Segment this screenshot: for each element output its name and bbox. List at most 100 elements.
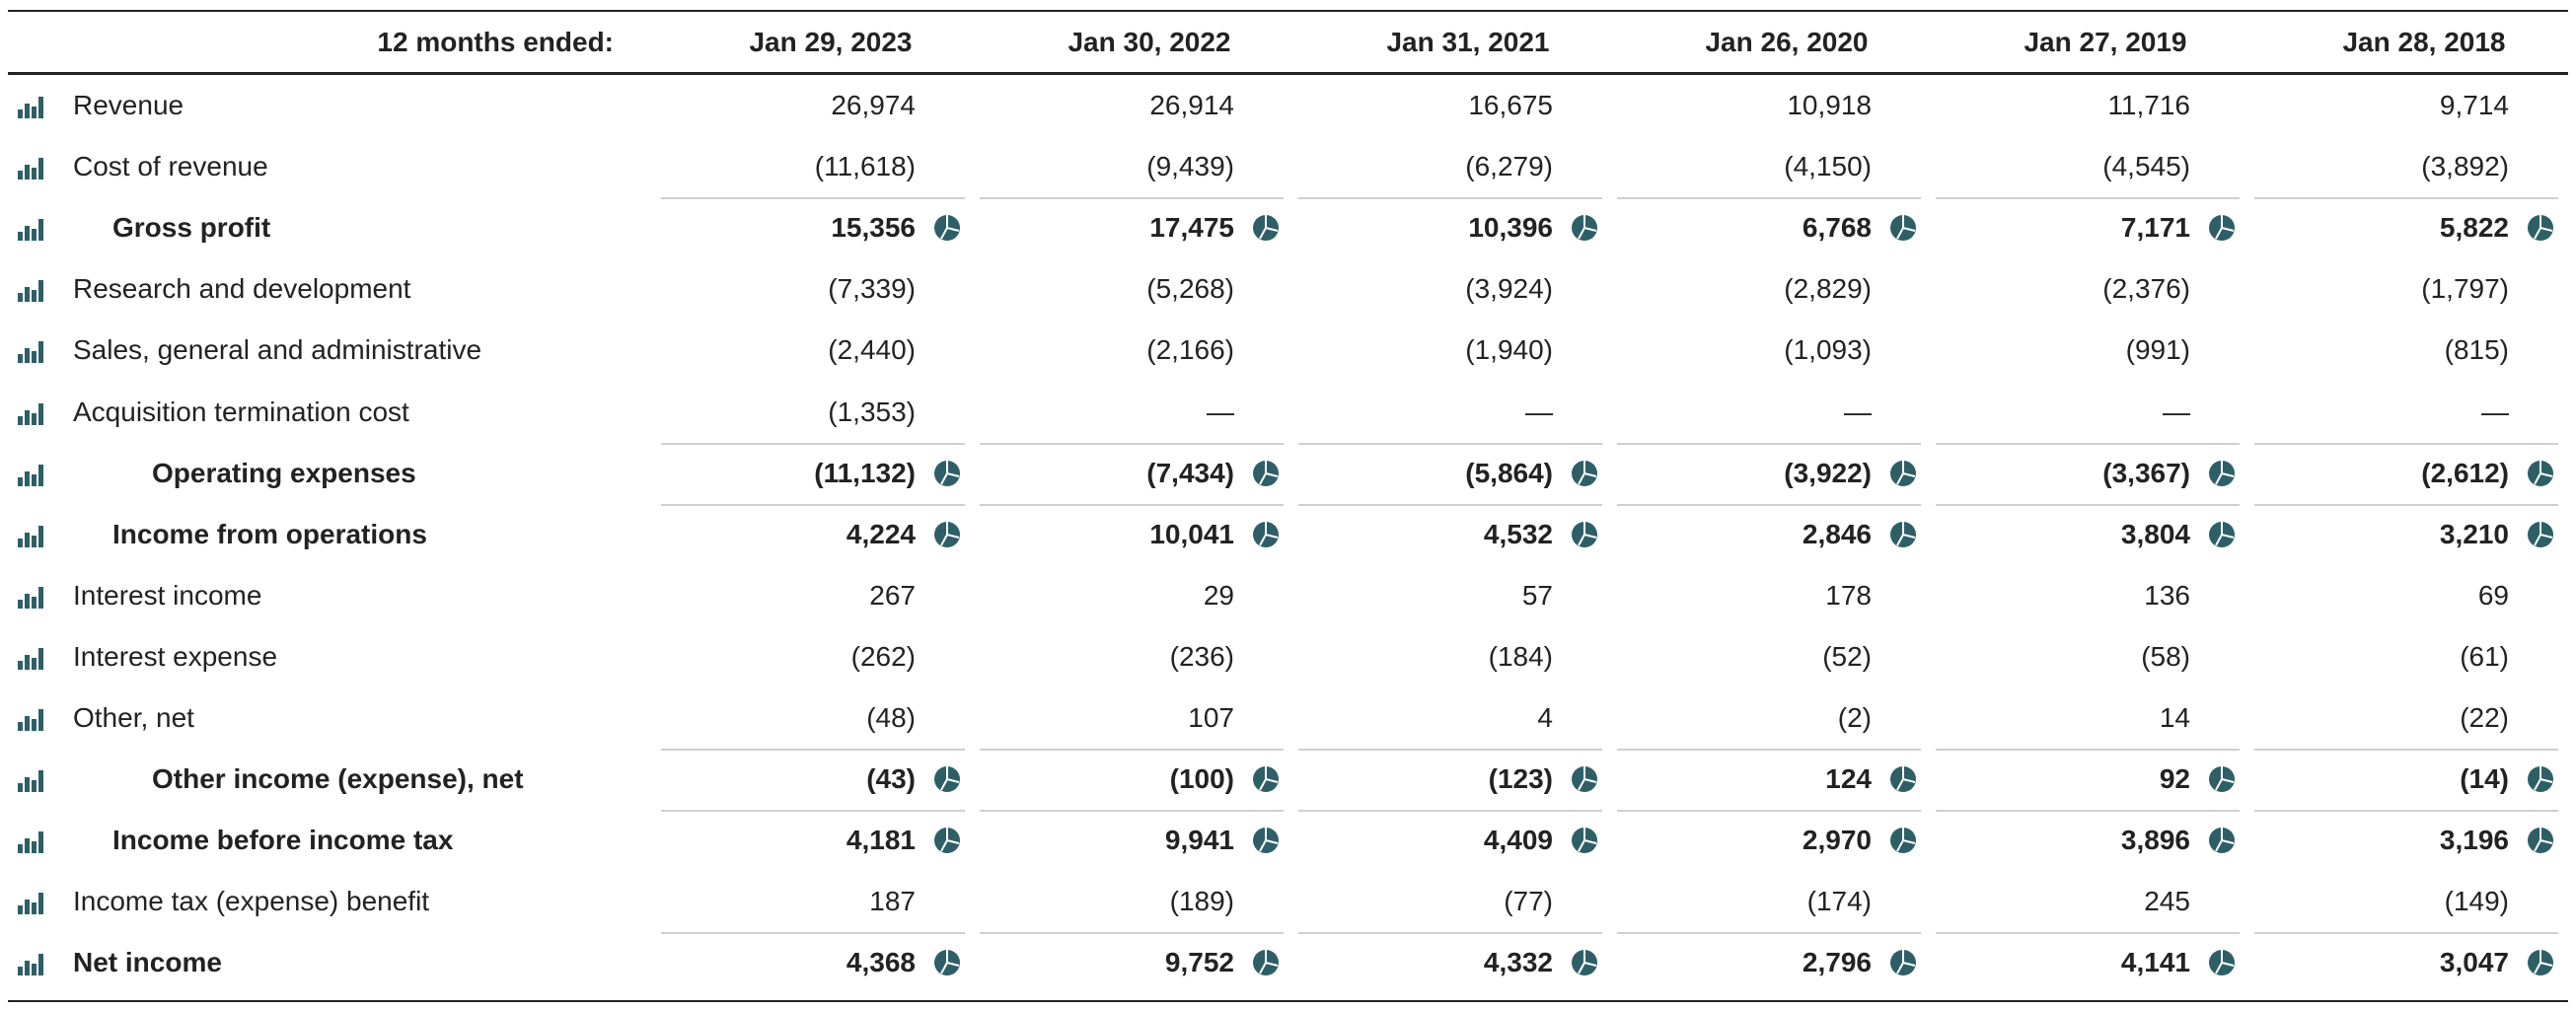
bar-chart-icon[interactable]: [16, 154, 43, 180]
period-label: 12 months ended:: [377, 27, 614, 57]
subtotal-separator: [1617, 810, 1921, 813]
pie-chart-icon[interactable]: [2208, 827, 2236, 854]
pie-chart-icon[interactable]: [1252, 460, 1280, 487]
bar-chart-icon[interactable]: [16, 461, 43, 486]
value-cell: 3,047: [2439, 947, 2509, 978]
pie-chart-icon[interactable]: [1571, 949, 1598, 976]
pie-chart-icon[interactable]: [933, 827, 961, 854]
bar-chart-icon[interactable]: [16, 889, 43, 915]
pie-chart-icon[interactable]: [933, 521, 961, 548]
pie-chart-icon[interactable]: [1252, 521, 1280, 548]
bar-chart-icon[interactable]: [16, 828, 43, 854]
table-row: Income before income tax 4,181 9,941 4,409 2…: [8, 810, 2568, 871]
value-cell: 10,396: [1468, 212, 1553, 244]
pie-chart-icon[interactable]: [1889, 214, 1917, 242]
bar-chart-icon[interactable]: [16, 705, 43, 731]
pie-chart-icon[interactable]: [933, 214, 961, 242]
column-header: Jan 30, 2022: [1067, 27, 1231, 57]
pie-chart-icon[interactable]: [2527, 765, 2554, 793]
value-cell: 4,409: [1483, 825, 1553, 856]
pie-chart-icon[interactable]: [933, 765, 961, 793]
value-cell: 267: [869, 579, 916, 611]
bar-chart-icon[interactable]: [16, 337, 43, 364]
bar-chart-icon[interactable]: [16, 950, 43, 976]
subtotal-separator: [980, 749, 1284, 752]
table-row: Interest income 267 29 57 178 136 69: [8, 565, 2568, 626]
table-row: Operating expenses (11,132) (7,434) (5,864)…: [8, 442, 2568, 504]
value-cell: (3,367): [2102, 457, 2190, 488]
pie-chart-icon[interactable]: [1889, 949, 1917, 976]
value-cell: 245: [2144, 886, 2190, 917]
value-cell: 124: [1825, 763, 1872, 795]
subtotal-separator: [2254, 810, 2558, 813]
value-cell: (43): [866, 763, 916, 795]
row-label: Interest expense: [73, 640, 278, 672]
pie-chart-icon[interactable]: [1571, 460, 1598, 487]
column-header: Jan 26, 2020: [1705, 27, 1869, 57]
value-cell: (149): [2444, 886, 2509, 917]
bar-chart-icon[interactable]: [16, 644, 43, 670]
row-label: Revenue: [73, 90, 184, 120]
value-cell: (100): [1169, 763, 1234, 795]
pie-chart-icon[interactable]: [2208, 460, 2236, 487]
subtotal-separator: [661, 442, 965, 445]
pie-chart-icon[interactable]: [933, 949, 961, 976]
value-cell: 4,141: [2120, 947, 2190, 978]
pie-chart-icon[interactable]: [1252, 214, 1280, 242]
value-cell: 6,768: [1802, 212, 1872, 244]
value-cell: (11,132): [814, 457, 916, 488]
value-cell: (14): [2460, 763, 2509, 795]
pie-chart-icon[interactable]: [1571, 827, 1598, 854]
bar-chart-icon[interactable]: [16, 399, 43, 425]
pie-chart-icon[interactable]: [2527, 827, 2554, 854]
pie-chart-icon[interactable]: [2208, 521, 2236, 548]
value-cell: 4,532: [1483, 518, 1553, 549]
pie-chart-icon[interactable]: [2527, 949, 2554, 976]
pie-chart-icon[interactable]: [2527, 521, 2554, 548]
pie-chart-icon[interactable]: [2527, 460, 2554, 487]
value-cell: (5,864): [1465, 457, 1553, 488]
pie-chart-icon[interactable]: [2208, 949, 2236, 976]
pie-chart-icon[interactable]: [1252, 949, 1280, 976]
bar-chart-icon[interactable]: [16, 93, 43, 118]
pie-chart-icon[interactable]: [2208, 214, 2236, 242]
pie-chart-icon[interactable]: [933, 460, 961, 487]
bar-chart-icon[interactable]: [16, 583, 43, 609]
subtotal-separator: [980, 197, 1284, 200]
pie-chart-icon[interactable]: [1571, 521, 1598, 548]
pie-chart-icon[interactable]: [1889, 521, 1917, 548]
value-cell: —: [1207, 396, 1234, 427]
pie-chart-icon[interactable]: [1571, 214, 1598, 242]
value-cell: (815): [2444, 334, 2509, 366]
pie-chart-icon[interactable]: [1571, 765, 1598, 793]
value-cell: 4,332: [1483, 947, 1553, 978]
value-cell: (9,439): [1146, 151, 1234, 182]
value-cell: (52): [1822, 640, 1872, 672]
pie-chart-icon[interactable]: [1889, 827, 1917, 854]
row-label: Acquisition termination cost: [73, 396, 409, 427]
subtotal-separator: [661, 932, 965, 935]
table-row: Income tax (expense) benefit 187 (189) (77)…: [8, 871, 2568, 932]
value-cell: 9,714: [2439, 90, 2509, 120]
bar-chart-icon[interactable]: [16, 766, 43, 793]
bar-chart-icon[interactable]: [16, 276, 43, 303]
value-cell: (11,618): [814, 151, 916, 182]
value-cell: 16,675: [1468, 90, 1553, 120]
pie-chart-icon[interactable]: [1252, 765, 1280, 793]
bar-chart-icon[interactable]: [16, 215, 43, 242]
pie-chart-icon[interactable]: [1889, 460, 1917, 487]
column-header: Jan 27, 2019: [2024, 27, 2187, 57]
value-cell: 92: [2159, 763, 2190, 795]
pie-chart-icon[interactable]: [1889, 765, 1917, 793]
table-row: Revenue 26,974 26,914 16,675 10,918 11,716 9,7…: [8, 75, 2568, 136]
bar-chart-icon[interactable]: [16, 522, 43, 547]
value-cell: 3,196: [2439, 825, 2509, 856]
subtotal-separator: [661, 197, 965, 200]
value-cell: 4,181: [846, 825, 916, 856]
subtotal-separator: [1936, 197, 2240, 200]
pie-chart-icon[interactable]: [2208, 765, 2236, 793]
pie-chart-icon[interactable]: [1252, 827, 1280, 854]
value-cell: (2,440): [828, 334, 916, 366]
pie-chart-icon[interactable]: [2527, 214, 2554, 242]
subtotal-separator: [1298, 442, 1602, 445]
